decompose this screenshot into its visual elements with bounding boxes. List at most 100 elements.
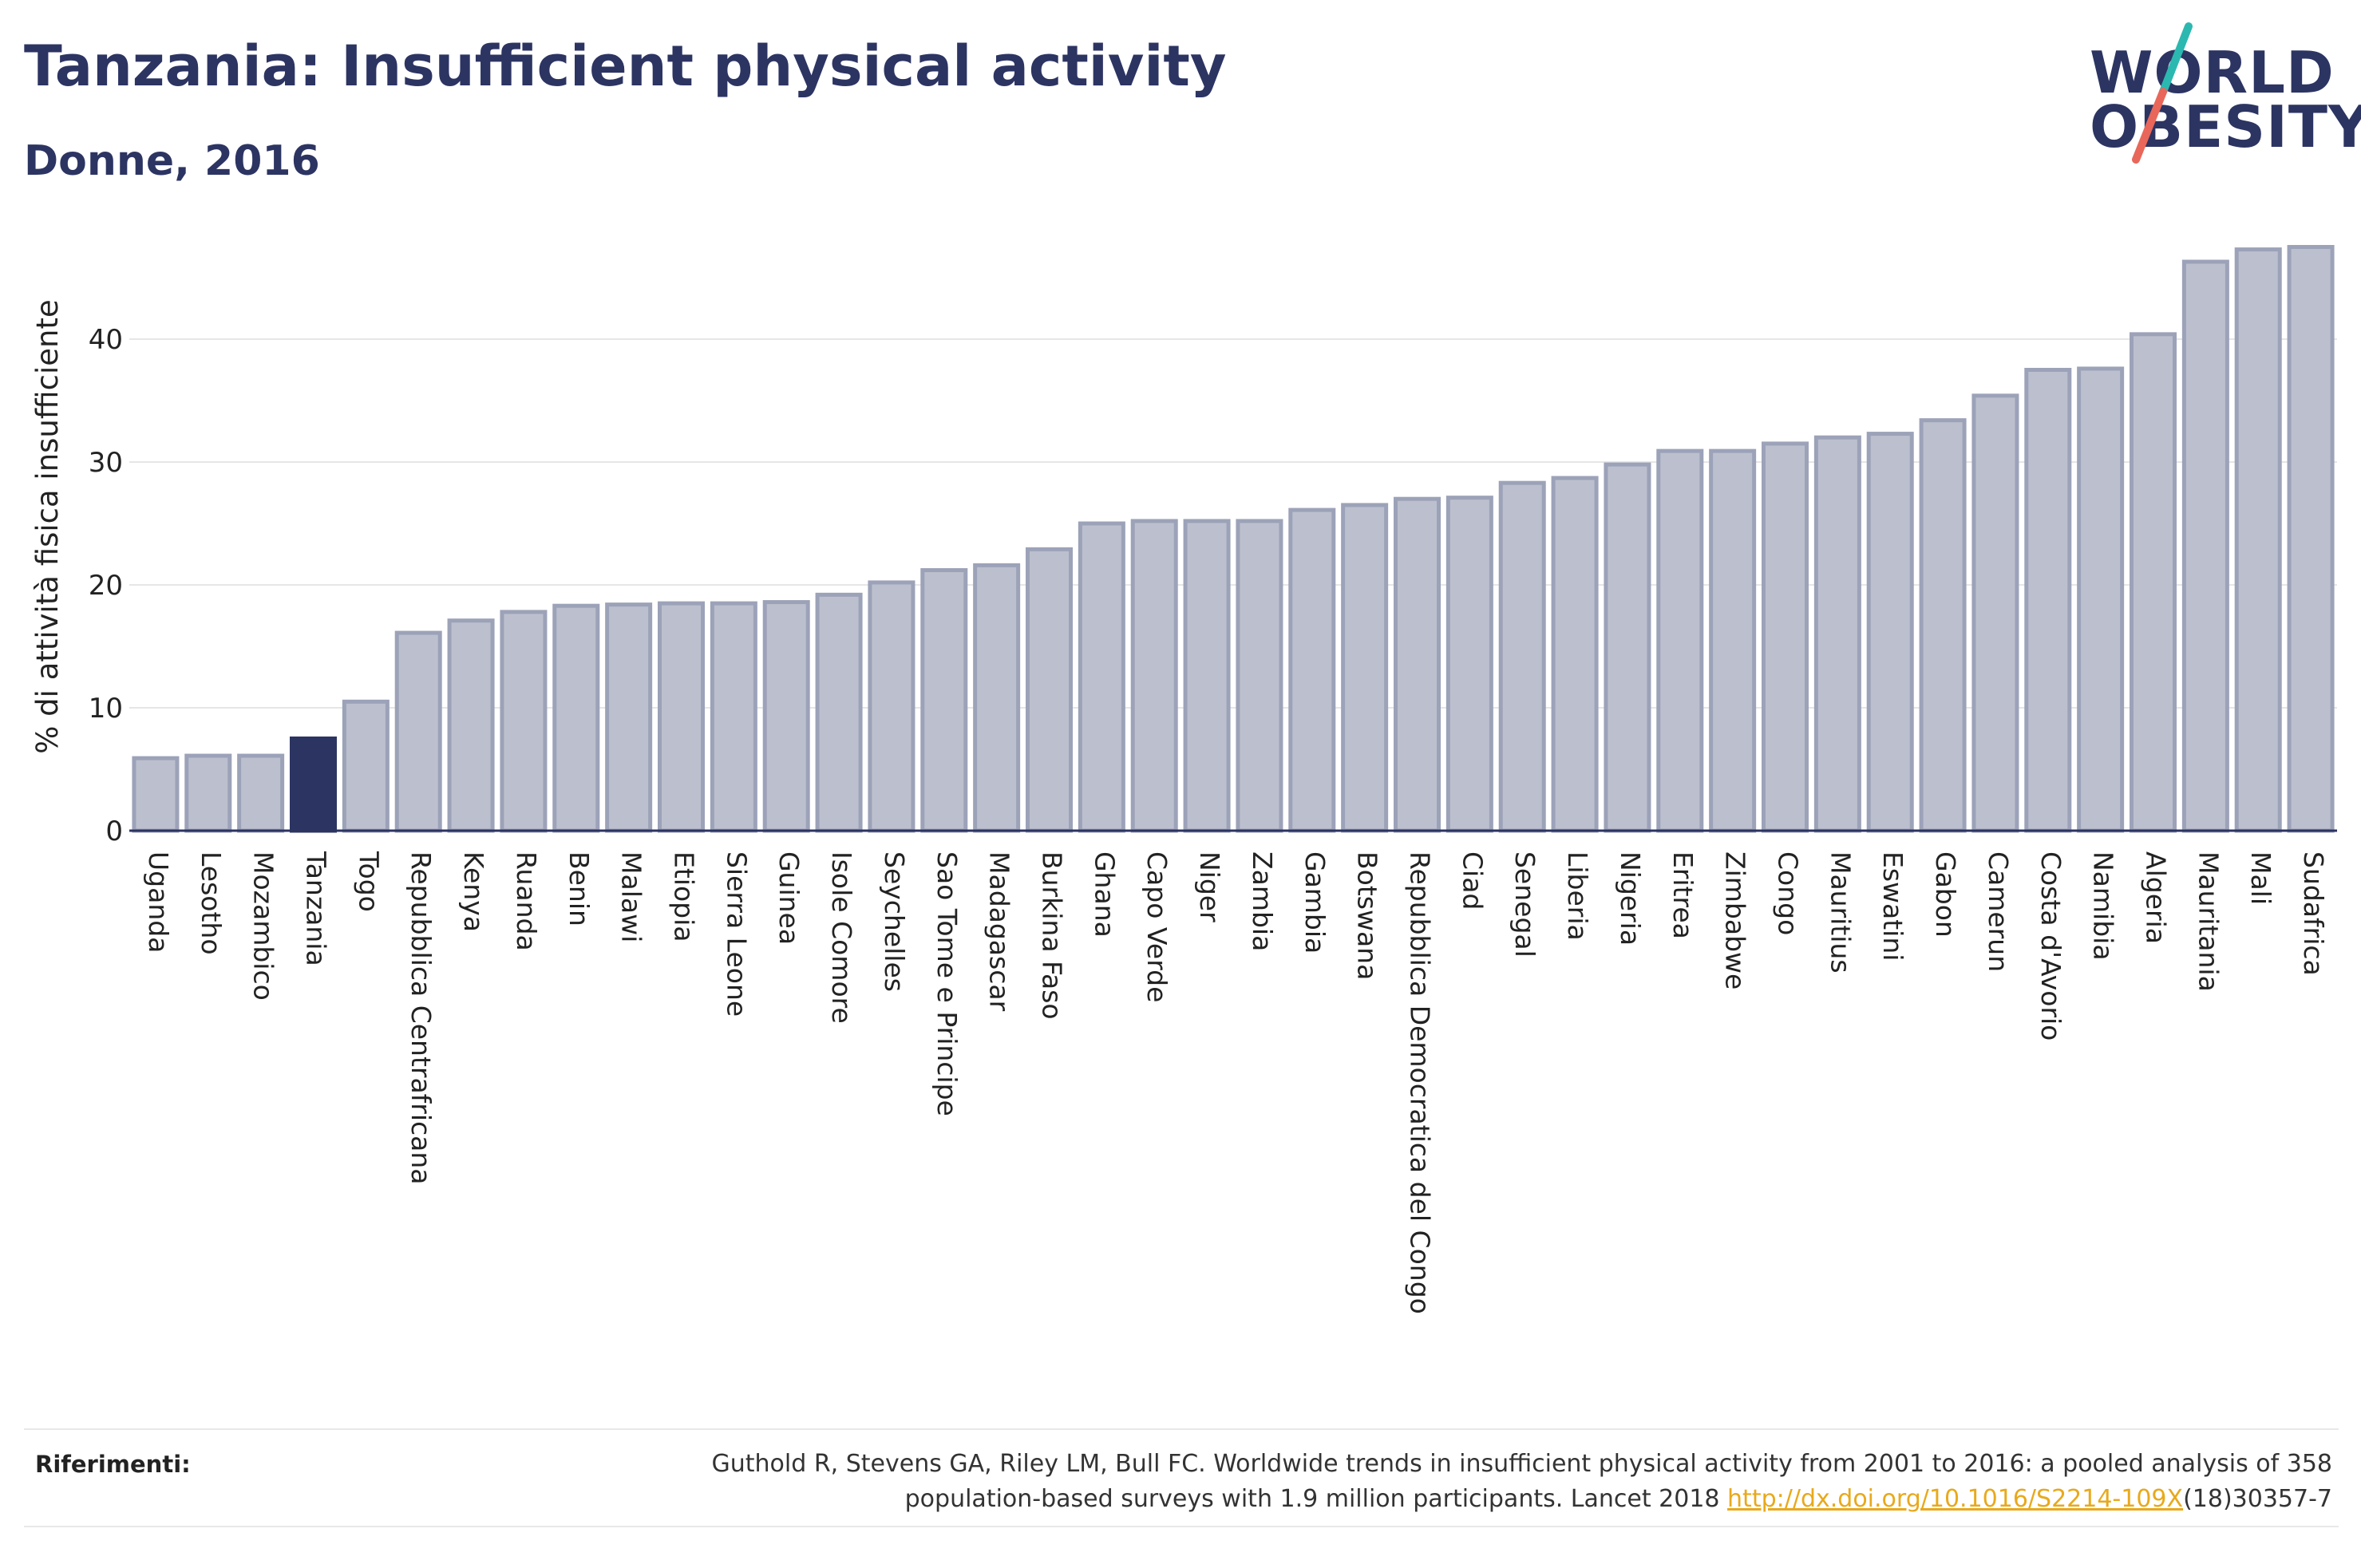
bar [1604, 462, 1651, 833]
bar [1656, 448, 1704, 833]
bar [868, 580, 916, 833]
bar [1183, 519, 1231, 833]
bars [132, 245, 2335, 833]
bar [762, 600, 810, 833]
bar [132, 756, 180, 833]
y-tick-label: 0 [105, 816, 123, 847]
x-tick-label: Ghana [1089, 851, 1120, 938]
x-tick-label: Mauritius [1825, 851, 1856, 974]
x-tick-label: Nigeria [1615, 851, 1646, 946]
chart-subtitle: Donne, 2016 [24, 137, 320, 185]
bar [1761, 441, 1809, 833]
x-tick-label: Camerun [1983, 851, 2014, 972]
bar [1078, 521, 1125, 833]
bar [2024, 368, 2072, 833]
grid-lines [129, 338, 2337, 709]
y-tick-label: 20 [89, 570, 123, 602]
x-tick-label: Sierra Leone [721, 851, 752, 1017]
bar [1236, 519, 1283, 833]
x-tick-label: Benin [564, 851, 595, 926]
citation-line-2-suffix: (18)30357-7 [2183, 1485, 2332, 1513]
x-tick-label: Lesotho [196, 851, 227, 955]
bar [500, 610, 548, 833]
bar [815, 592, 863, 833]
bar [920, 568, 968, 833]
bar [710, 601, 757, 833]
bar [1341, 503, 1389, 833]
x-tick-label: Seychelles [879, 851, 910, 992]
bar [552, 603, 600, 833]
bar [973, 563, 1021, 833]
x-tick-label: Zimbabwe [1720, 851, 1751, 989]
bar [447, 618, 495, 833]
x-tick-label: Togo [353, 851, 384, 912]
x-tick-label: Eswatini [1877, 851, 1908, 961]
x-tick-label: Burkina Faso [1037, 851, 1068, 1020]
x-tick-label: Niger [1194, 851, 1225, 922]
x-tick-label: Ruanda [511, 851, 542, 951]
bar [342, 699, 390, 833]
x-tick-label: Gabon [1930, 851, 1961, 938]
logo-slash-icon [2132, 22, 2193, 164]
x-tick-label: Etiopia [669, 851, 700, 942]
bar [2077, 366, 2125, 833]
bar [1919, 418, 1967, 833]
doi-link[interactable]: http://dx.doi.org/10.1016/S2214-109X [1727, 1485, 2184, 1513]
chart-title: Tanzania: Insufficient physical activity [24, 34, 1227, 99]
x-tick-label: Malawi [616, 851, 647, 942]
x-tick-label: Zambia [1247, 851, 1278, 951]
x-tick-label: Sudafrica [2298, 851, 2329, 976]
citation-line-2: population-based surveys with 1.9 millio… [417, 1482, 2332, 1517]
x-tick-label: Sao Tome e Principe [931, 851, 963, 1116]
references-citation: Guthold R, Stevens GA, Riley LM, Bull FC… [417, 1447, 2332, 1517]
x-tick-label: Algeria [2141, 851, 2172, 944]
x-tick-label: Namibia [2088, 851, 2119, 961]
x-tick-label: Guinea [773, 851, 805, 945]
logo-line-1: WORLD [2090, 39, 2335, 106]
world-obesity-logo: WORLD OBESITY [2067, 20, 2361, 168]
bar [1971, 393, 2019, 833]
x-tick-label: Eritrea [1667, 851, 1699, 939]
bar [657, 601, 706, 833]
y-tick-label: 10 [89, 693, 123, 725]
bar [2234, 247, 2282, 833]
bar [2287, 245, 2335, 833]
y-tick-label: 40 [89, 324, 123, 356]
bar [184, 753, 232, 833]
bar [1025, 547, 1074, 833]
x-tick-label: Congo [1773, 851, 1804, 935]
bar [605, 602, 653, 833]
x-tick-label: Isole Comore [826, 851, 857, 1024]
x-tick-label: Repubblica Democratica del Congo [1405, 851, 1436, 1314]
bar [1551, 476, 1599, 833]
references-top-divider [24, 1428, 2339, 1430]
bar [237, 753, 285, 833]
x-tick-label: Madagascar [984, 851, 1015, 1012]
bar [1130, 519, 1178, 833]
x-tick-label: Mali [2245, 851, 2276, 905]
citation-line-2-prefix: population-based surveys with 1.9 millio… [904, 1485, 1728, 1513]
tick-labels: 0 10 20 30 40 Uganda Lesotho Mozambico Tanzania T… [89, 324, 2329, 1314]
bar-chart: 0 10 20 30 40 Uganda Lesotho Mozambico Tanzania T… [30, 245, 2337, 1314]
bar [1288, 508, 1336, 833]
y-axis-label: % di attività fisica insufficiente [30, 299, 65, 754]
x-tick-label: Liberia [1562, 851, 1593, 941]
x-tick-label: Repubblica Centrafricana [405, 851, 437, 1185]
bar [394, 630, 442, 833]
bar [1498, 480, 1546, 833]
x-tick-label: Senegal [1509, 851, 1540, 958]
x-tick-label: Mauritania [2193, 851, 2224, 992]
bar [1393, 496, 1442, 833]
x-tick-label: Capo Verde [1141, 851, 1173, 1002]
bar [2129, 332, 2177, 833]
references-bottom-divider [24, 1526, 2339, 1527]
x-tick-label: Kenya [458, 851, 489, 932]
x-tick-label: Mozambico [248, 851, 279, 1001]
x-tick-label: Gambia [1299, 851, 1331, 954]
bar [1445, 496, 1493, 833]
references-label: Riferimenti: [35, 1451, 191, 1478]
x-tick-label: Tanzania [301, 851, 332, 966]
y-tick-label: 30 [89, 447, 123, 479]
x-tick-label: Costa d'Avorio [2035, 851, 2066, 1041]
logo-line-2: OBESITY [2090, 93, 2361, 160]
